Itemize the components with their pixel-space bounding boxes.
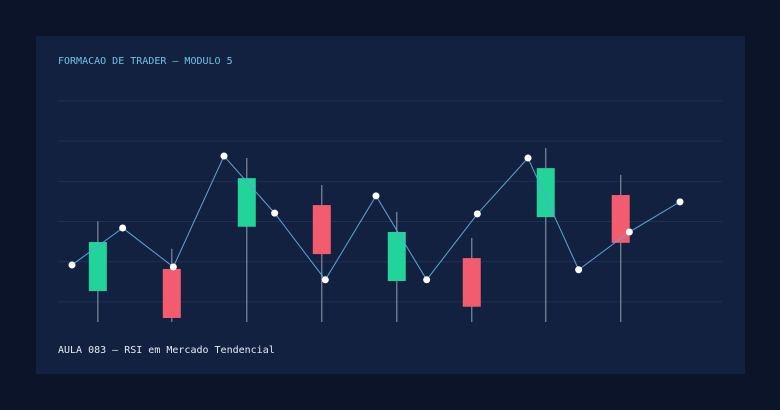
chart-title: FORMACAO DE TRADER – MODULO 5 bbox=[58, 56, 233, 67]
line-point bbox=[119, 224, 127, 232]
line-point bbox=[676, 198, 684, 206]
panel bbox=[36, 36, 745, 374]
line-point bbox=[68, 261, 76, 269]
candle-body bbox=[536, 168, 555, 218]
candle-body bbox=[237, 178, 256, 227]
line-point bbox=[372, 192, 380, 200]
line-point bbox=[220, 152, 228, 160]
candle-body bbox=[312, 205, 331, 255]
line-point bbox=[473, 210, 481, 218]
candle-body bbox=[387, 231, 406, 282]
line-point bbox=[423, 276, 431, 284]
line-point bbox=[524, 154, 532, 162]
line-point bbox=[321, 276, 329, 284]
line-point bbox=[625, 228, 633, 236]
line-point bbox=[575, 266, 583, 274]
line-point bbox=[271, 209, 279, 217]
line-point bbox=[169, 263, 177, 271]
candle-body bbox=[162, 268, 181, 318]
chart-caption: AULA 083 – RSI em Mercado Tendencial bbox=[58, 345, 275, 356]
candle-body bbox=[611, 195, 630, 243]
candle-body bbox=[462, 258, 481, 307]
candle-body bbox=[88, 242, 107, 292]
